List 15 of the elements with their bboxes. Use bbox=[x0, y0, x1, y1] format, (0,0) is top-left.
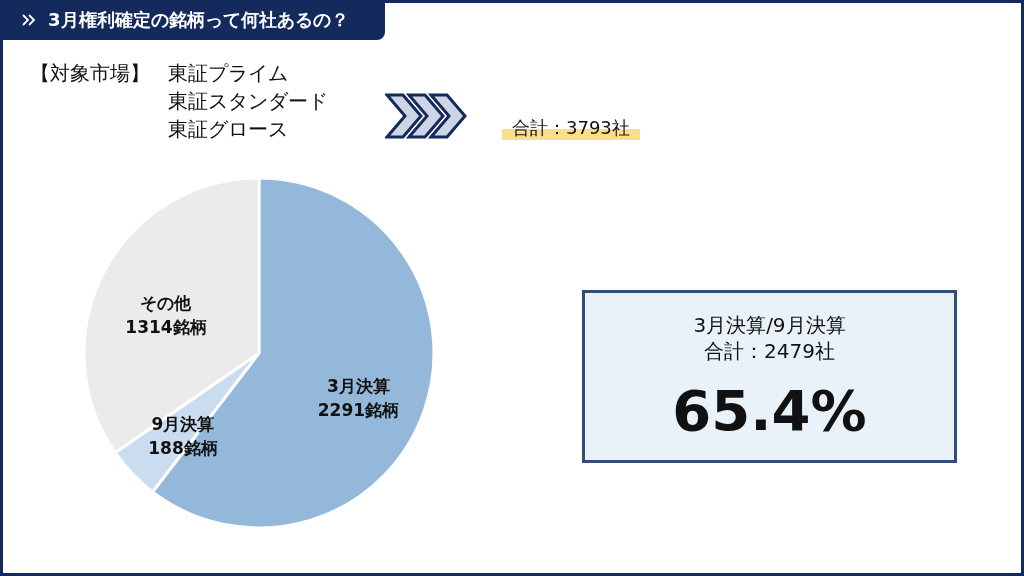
data-label: 188銘柄 bbox=[148, 438, 218, 459]
text: 東証プライム bbox=[168, 60, 288, 87]
slice-label: 3月決算 bbox=[327, 375, 390, 396]
slice-label: その他 bbox=[140, 293, 193, 314]
text: 東証グロース bbox=[168, 116, 288, 143]
text: 3月決算/9月決算 bbox=[692, 312, 847, 339]
chart-title: 3月権利確定の銘柄って何社あるの？ bbox=[0, 0, 385, 40]
text: 【対象市場】 bbox=[30, 60, 150, 87]
text: 65.4% bbox=[671, 378, 868, 443]
text: 合計：3793社 bbox=[502, 116, 640, 140]
data-label: 2291銘柄 bbox=[317, 399, 400, 420]
slice-label: 9月決算 bbox=[151, 414, 215, 435]
text: 東証スタンダード bbox=[168, 88, 328, 115]
data-label: 1314銘柄 bbox=[125, 317, 207, 338]
text: 合計：2479社 bbox=[703, 338, 836, 365]
